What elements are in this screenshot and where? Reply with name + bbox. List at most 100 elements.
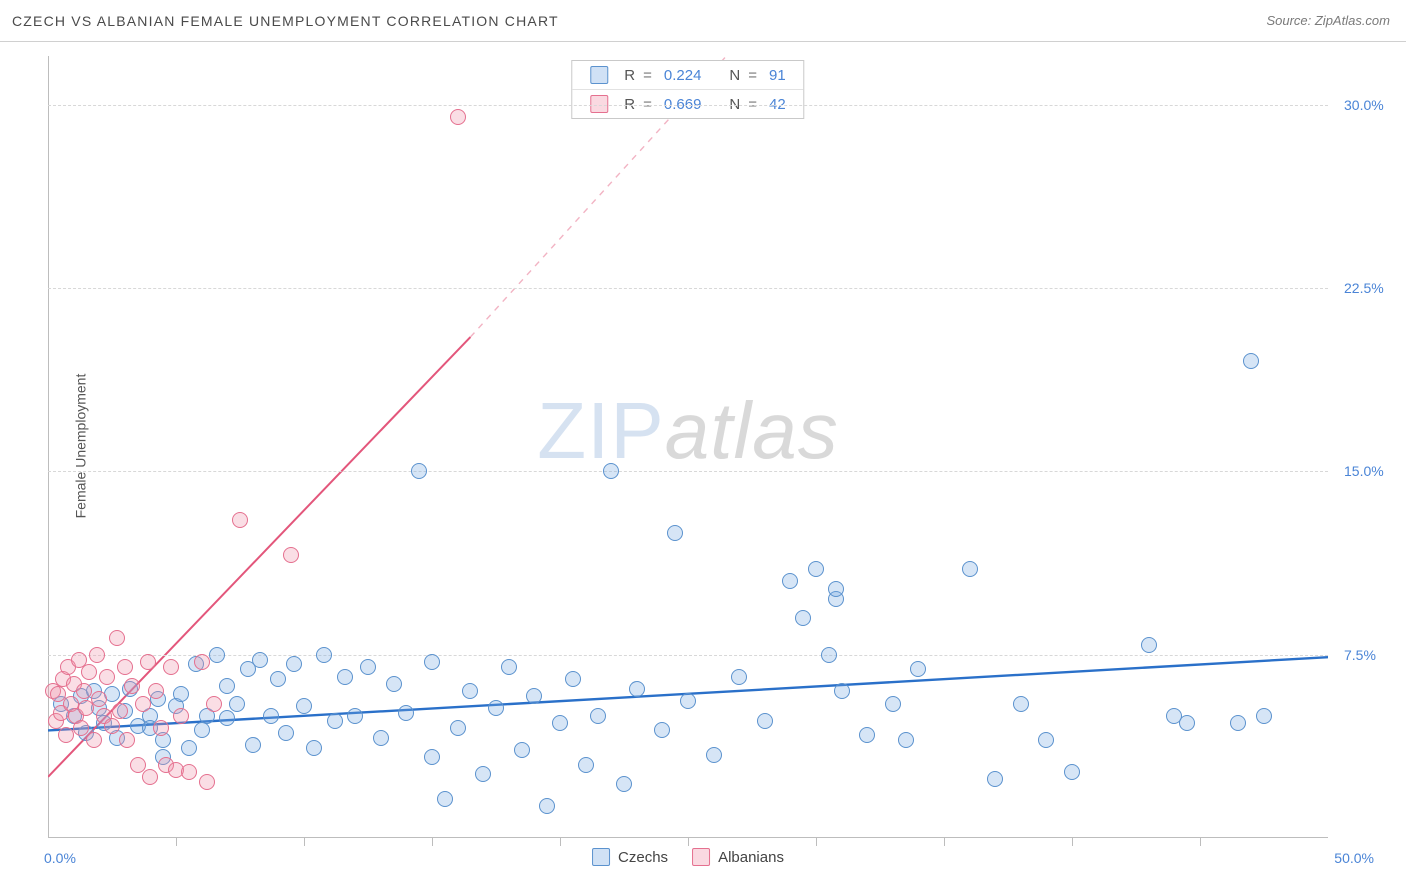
- data-point: [450, 109, 466, 125]
- data-point: [245, 737, 261, 753]
- data-point: [680, 693, 696, 709]
- gridline: [48, 105, 1328, 106]
- trend-lines: [48, 56, 1328, 838]
- plot-wrap: ZIPatlas R=0.224N=91R=0.669N=42 0.0% 50.…: [48, 56, 1328, 838]
- data-point: [140, 654, 156, 670]
- x-tick: [304, 838, 305, 846]
- data-point: [424, 749, 440, 765]
- data-point: [209, 647, 225, 663]
- chart-header: CZECH VS ALBANIAN FEMALE UNEMPLOYMENT CO…: [0, 0, 1406, 42]
- data-point: [795, 610, 811, 626]
- watermark-zip: ZIP: [537, 386, 664, 475]
- data-point: [1230, 715, 1246, 731]
- y-tick-label: 15.0%: [1344, 463, 1384, 479]
- data-point: [206, 696, 222, 712]
- x-tick: [176, 838, 177, 846]
- data-point: [76, 683, 92, 699]
- stat-n-value: 91: [769, 67, 786, 84]
- data-point: [1243, 353, 1259, 369]
- data-point: [910, 661, 926, 677]
- data-point: [181, 740, 197, 756]
- legend-swatch: [592, 848, 610, 866]
- data-point: [514, 742, 530, 758]
- data-point: [667, 525, 683, 541]
- data-point: [1038, 732, 1054, 748]
- data-point: [757, 713, 773, 729]
- y-tick-label: 22.5%: [1344, 280, 1384, 296]
- data-point: [283, 547, 299, 563]
- data-point: [488, 700, 504, 716]
- chart-title: CZECH VS ALBANIAN FEMALE UNEMPLOYMENT CO…: [12, 13, 559, 29]
- x-tick: [432, 838, 433, 846]
- data-point: [347, 708, 363, 724]
- data-point: [286, 656, 302, 672]
- data-point: [199, 774, 215, 790]
- data-point: [603, 463, 619, 479]
- data-point: [337, 669, 353, 685]
- source-link[interactable]: ZipAtlas.com: [1315, 13, 1390, 28]
- data-point: [232, 512, 248, 528]
- source-prefix: Source:: [1266, 13, 1314, 28]
- data-point: [58, 727, 74, 743]
- data-point: [898, 732, 914, 748]
- data-point: [117, 659, 133, 675]
- gridline: [48, 288, 1328, 289]
- data-point: [124, 678, 140, 694]
- x-tick: [1200, 838, 1201, 846]
- data-point: [99, 669, 115, 685]
- data-point: [398, 705, 414, 721]
- plot-area: ZIPatlas R=0.224N=91R=0.669N=42 0.0% 50.…: [48, 56, 1328, 838]
- data-point: [1179, 715, 1195, 731]
- data-point: [270, 671, 286, 687]
- data-point: [252, 652, 268, 668]
- data-point: [153, 720, 169, 736]
- data-point: [181, 764, 197, 780]
- data-point: [590, 708, 606, 724]
- data-point: [173, 686, 189, 702]
- stat-eq: =: [643, 67, 652, 84]
- legend-item: Albanians: [692, 848, 784, 866]
- data-point: [112, 703, 128, 719]
- chart-source: Source: ZipAtlas.com: [1266, 13, 1390, 28]
- data-point: [526, 688, 542, 704]
- data-point: [885, 696, 901, 712]
- x-axis-max-label: 50.0%: [1334, 850, 1374, 866]
- data-point: [278, 725, 294, 741]
- data-point: [821, 647, 837, 663]
- data-point: [616, 776, 632, 792]
- data-point: [552, 715, 568, 731]
- x-axis-min-label: 0.0%: [44, 850, 76, 866]
- gridline: [48, 655, 1328, 656]
- legend-label: Czechs: [618, 849, 668, 866]
- data-point: [194, 654, 210, 670]
- data-point: [386, 676, 402, 692]
- data-point: [411, 463, 427, 479]
- data-point: [834, 683, 850, 699]
- legend: Czechs Albanians: [592, 848, 784, 866]
- data-point: [782, 573, 798, 589]
- data-point: [316, 647, 332, 663]
- x-tick: [944, 838, 945, 846]
- data-point: [360, 659, 376, 675]
- data-point: [263, 708, 279, 724]
- data-point: [229, 696, 245, 712]
- data-point: [296, 698, 312, 714]
- data-point: [135, 696, 151, 712]
- legend-item: Czechs: [592, 848, 668, 866]
- data-point: [828, 581, 844, 597]
- data-point: [539, 798, 555, 814]
- data-point: [142, 769, 158, 785]
- stat-r-value: 0.224: [664, 67, 702, 84]
- data-point: [501, 659, 517, 675]
- data-point: [327, 713, 343, 729]
- stats-box: R=0.224N=91R=0.669N=42: [571, 60, 804, 119]
- data-point: [565, 671, 581, 687]
- gridline: [48, 471, 1328, 472]
- data-point: [437, 791, 453, 807]
- y-tick-label: 30.0%: [1344, 97, 1384, 113]
- data-point: [173, 708, 189, 724]
- stats-row: R=0.669N=42: [572, 89, 803, 118]
- data-point: [629, 681, 645, 697]
- watermark-atlas: atlas: [665, 386, 839, 475]
- data-point: [104, 718, 120, 734]
